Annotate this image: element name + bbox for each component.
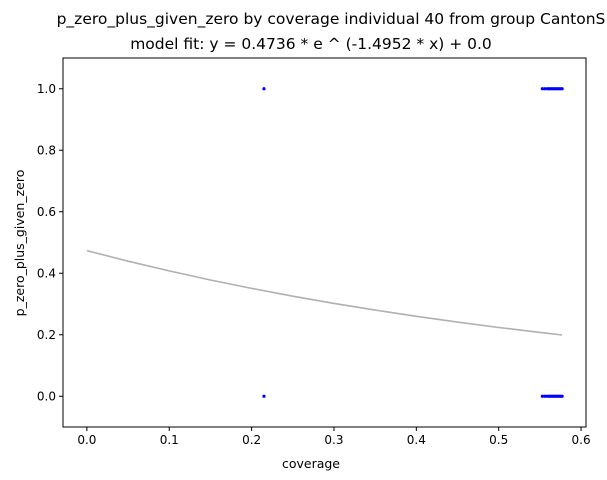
y-tick-label: 0.0 [37, 389, 56, 403]
chart-subtitle: model fit: y = 0.4736 * e ^ (-1.4952 * x… [130, 35, 492, 53]
data-point [262, 394, 266, 398]
x-axis-ticks: 0.0 0.1 0.2 0.3 0.4 0.5 0.6 [77, 427, 591, 447]
y-tick-label: 0.8 [37, 143, 56, 157]
y-tick-label: 0.2 [37, 328, 56, 342]
x-axis-label: coverage [282, 456, 340, 471]
data-point [262, 87, 266, 91]
plot-area [62, 57, 587, 428]
y-tick-label: 0.4 [37, 266, 56, 280]
data-point [560, 394, 564, 398]
y-axis-ticks: 0.0 0.2 0.4 0.6 0.8 1.0 [37, 82, 63, 403]
data-point [543, 394, 547, 398]
data-point [540, 87, 544, 91]
data-point [560, 87, 564, 91]
chart-title: p_zero_plus_given_zero by coverage indiv… [57, 10, 606, 29]
x-tick-label: 0.5 [489, 433, 508, 447]
x-tick-label: 0.4 [407, 433, 426, 447]
data-point [540, 394, 544, 398]
y-tick-label: 1.0 [37, 82, 56, 96]
x-tick-label: 0.6 [572, 433, 591, 447]
x-tick-label: 0.3 [324, 433, 343, 447]
x-tick-label: 0.2 [242, 433, 261, 447]
y-tick-label: 0.6 [37, 205, 56, 219]
y-axis-label: p_zero_plus_given_zero [12, 170, 27, 317]
plot-frame [62, 57, 587, 428]
x-tick-label: 0.1 [160, 433, 179, 447]
data-point [543, 87, 547, 91]
fit-curve-line [86, 249, 563, 336]
x-tick-label: 0.0 [77, 433, 96, 447]
